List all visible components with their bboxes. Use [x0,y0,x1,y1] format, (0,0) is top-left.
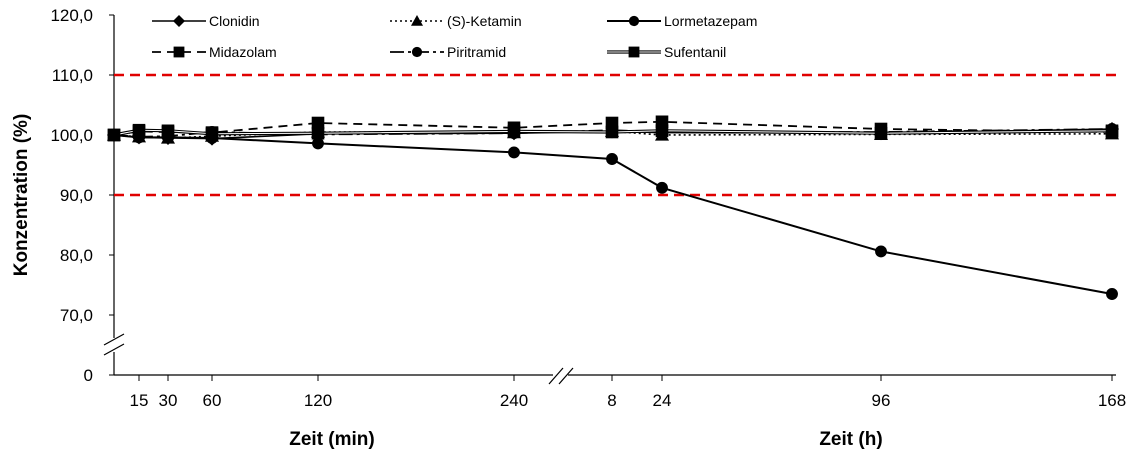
legend-marker [628,15,640,27]
data-point [507,125,521,138]
data-point [107,128,121,142]
y-tick-label: 90,0 [60,186,93,205]
data-point [875,245,887,258]
data-point [1106,288,1118,300]
data-point [1105,124,1119,138]
legend-marker [173,46,185,58]
data-point [161,124,175,138]
legend-marker [173,15,185,27]
data-point [655,124,669,138]
legend-label: Clonidin [209,13,260,29]
limit-lines [114,73,1116,197]
legend-label: Lormetazepam [664,13,757,29]
y-tick-label: 0 [84,366,93,385]
legend-label: (S)-Ketamin [447,13,522,29]
x-tick-label: 96 [872,391,891,410]
y-axis-break-mark [103,333,125,346]
series-line [113,134,1113,295]
legend-marker [411,46,423,58]
x-tick-label: 240 [500,391,528,410]
legend-label: Sufentanil [664,44,726,60]
legend-marker [628,46,640,58]
legend: Clonidin (S)-Ketamin Lormetazepam Midazolam… [152,13,757,60]
x-axis-break-mark [548,367,564,385]
data-point [311,126,325,140]
x-tick-label: 8 [607,391,616,410]
x-tick-label: 60 [203,391,222,410]
y-tick-label: 110,0 [52,66,93,85]
series-line [113,120,1113,136]
series-5 [107,123,1119,142]
data-point [874,126,888,140]
x-tick-label: 24 [653,391,672,410]
legend-item: (S)-Ketamin [390,13,522,29]
series-line-inner [113,129,1113,136]
x-tick-label: 120 [304,391,332,410]
y-tick-label: 120,0 [50,6,93,25]
data-point [656,181,668,194]
legend-item: Midazolam [152,44,277,60]
y-tick-label: 100,0 [50,126,93,145]
x-tick-label: 15 [130,391,149,410]
y-axis-break-mark [103,343,125,356]
y-axis-title: Konzentration (%) [11,114,32,277]
data-point [605,125,619,139]
legend-marker [411,15,423,26]
legend-item: Piritramid [390,44,506,60]
legend-item: Sufentanil [607,44,726,60]
x-tick-label: 168 [1098,391,1126,410]
legend-item: Clonidin [152,13,260,29]
data-point [205,127,219,141]
x-axis-title-hours: Zeit (h) [819,429,882,450]
y-tick-label: 80,0 [60,246,93,265]
x-tick-label: 30 [159,391,178,410]
tick-labels: 120,0 110,0 100,0 90,0 80,0 70,0 0 15 30 60 120 240… [50,6,1126,410]
x-axis-title-minutes: Zeit (min) [289,429,375,450]
legend-label: Midazolam [209,44,277,60]
legend-item: Lormetazepam [607,13,757,29]
x-axis-break-mark [558,367,574,385]
series-group [107,115,1119,300]
data-point [508,146,520,159]
legend-label: Piritramid [447,44,506,60]
data-point [312,137,324,150]
data-point [132,123,146,137]
series-2 [108,129,1118,300]
data-point [311,116,325,130]
y-tick-label: 70,0 [60,306,93,325]
data-point [606,153,618,165]
axes [103,14,1116,385]
